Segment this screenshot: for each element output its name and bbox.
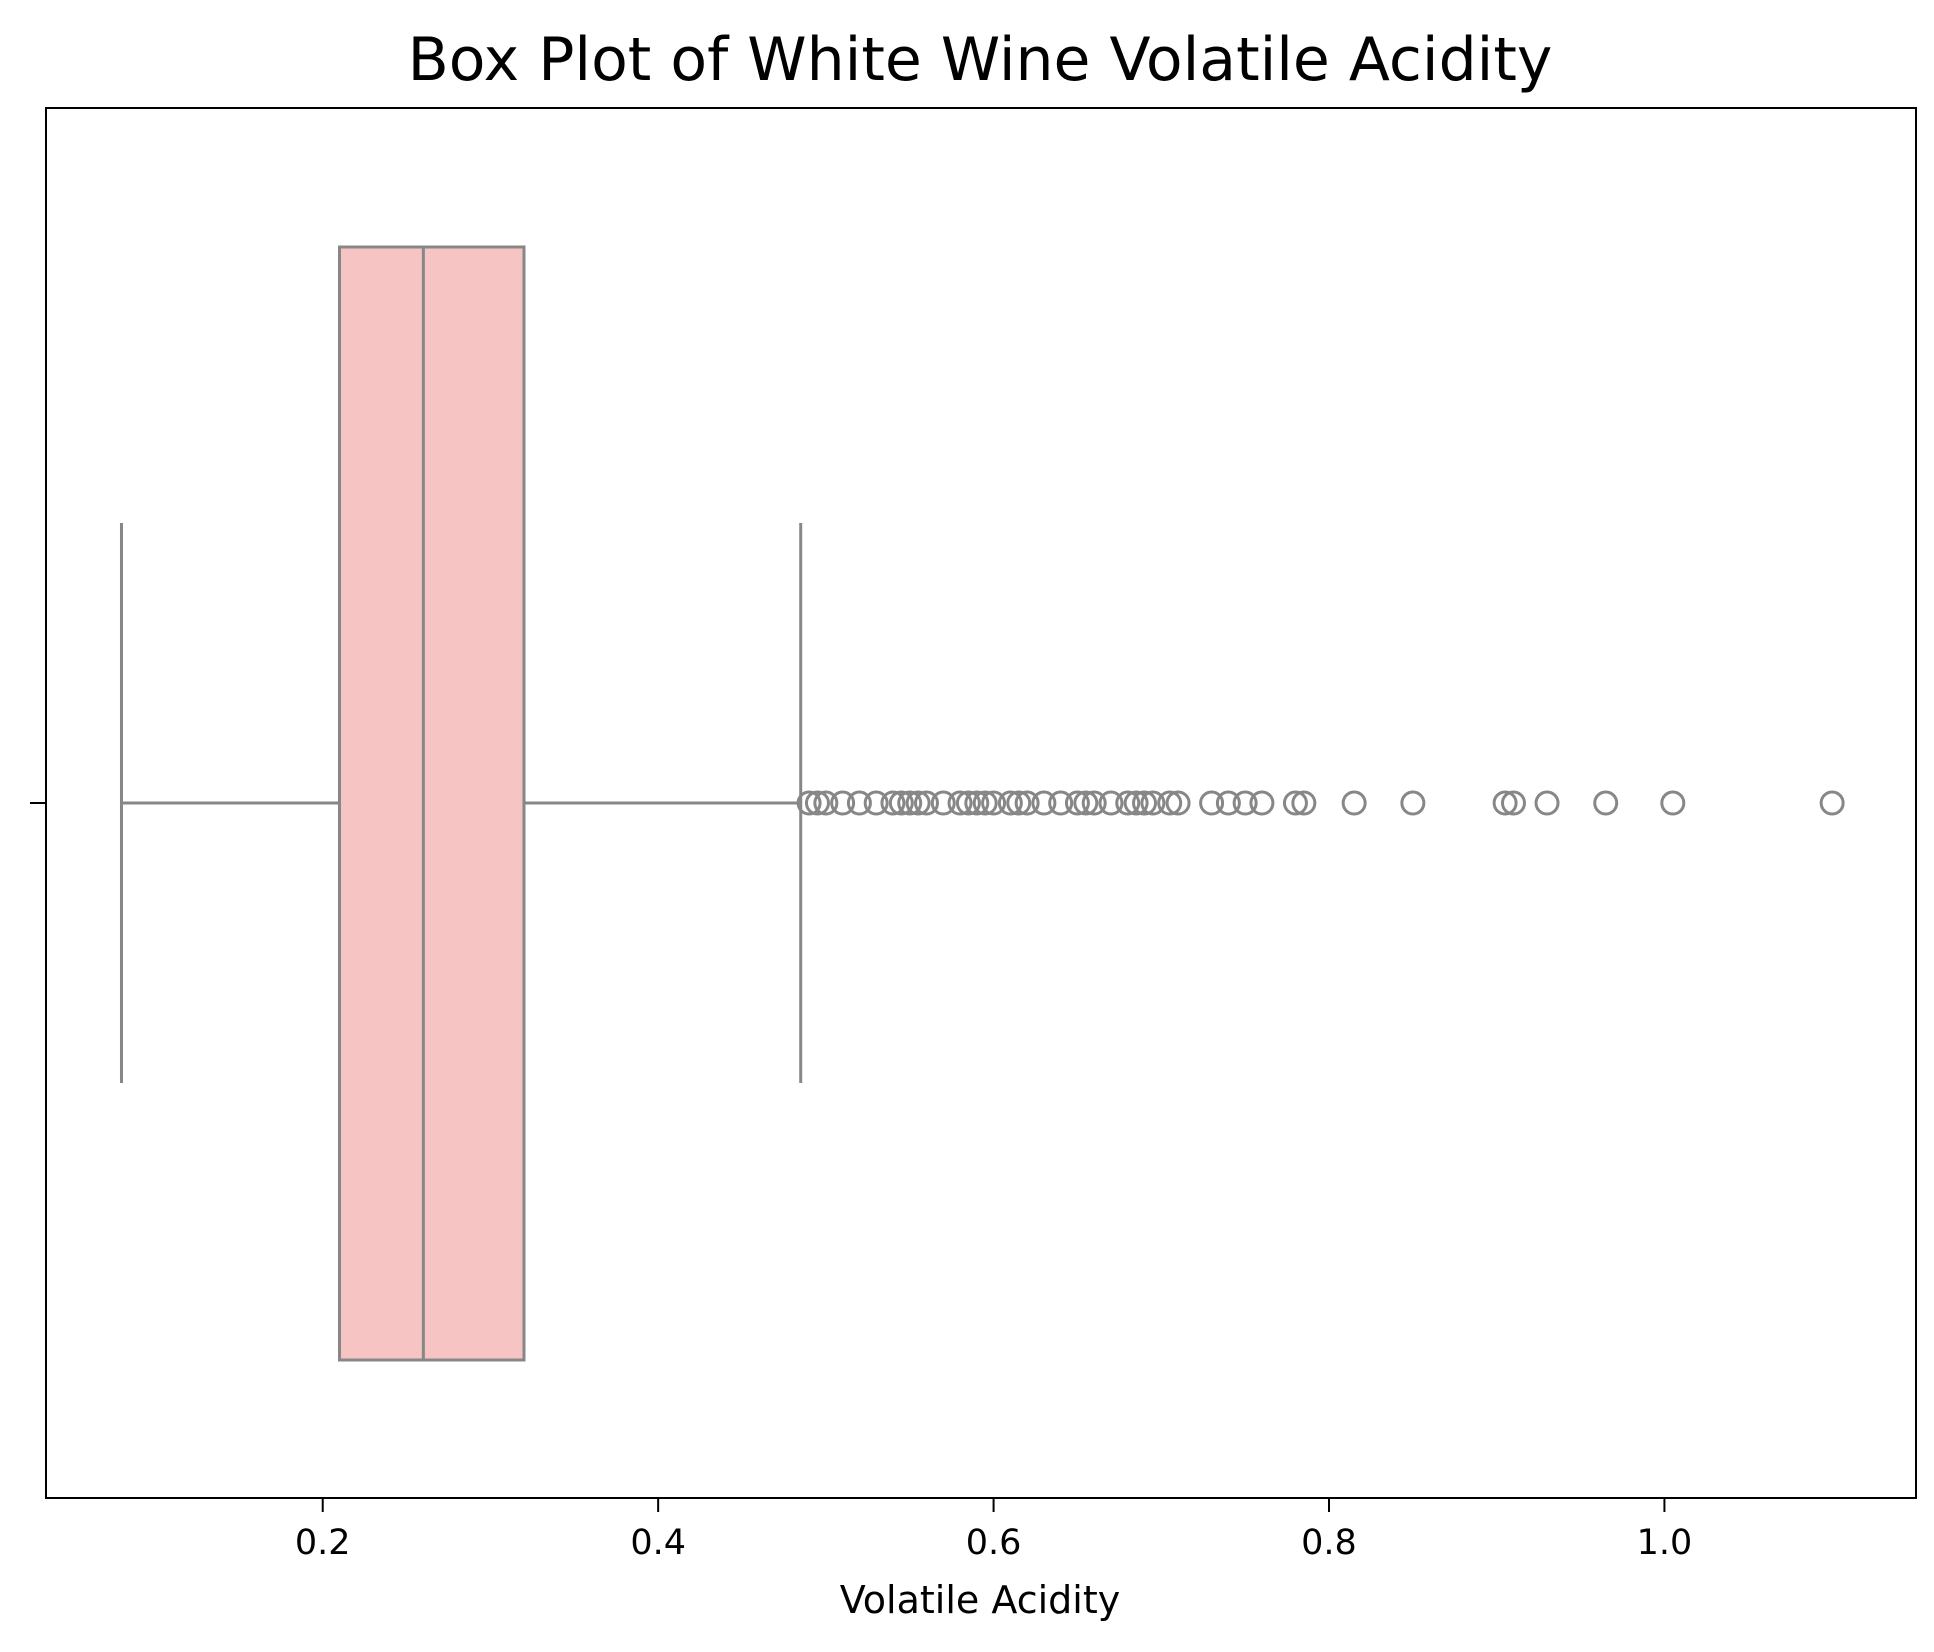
outlier-point: [972, 790, 998, 816]
outlier-point: [930, 790, 956, 816]
outlier-point: [1048, 790, 1074, 816]
outlier-point: [1014, 790, 1040, 816]
outlier-point: [1534, 790, 1560, 816]
iqr-box: [337, 245, 526, 1362]
outlier-point: [1098, 790, 1124, 816]
outlier-point: [1282, 790, 1308, 816]
plot-marks: [119, 245, 1845, 1362]
outlier-point: [1400, 790, 1426, 816]
outlier-point: [1031, 790, 1057, 816]
outlier-point: [1073, 790, 1099, 816]
outlier-point: [1115, 790, 1141, 816]
outlier-point: [1165, 790, 1191, 816]
outlier-point: [1232, 790, 1258, 816]
x-tick-label: 0.4: [630, 1523, 686, 1563]
outlier-point: [1341, 790, 1367, 816]
outlier-point: [804, 790, 830, 816]
outlier-point: [1140, 790, 1166, 816]
outlier-point: [1819, 790, 1845, 816]
outlier-point: [1123, 790, 1149, 816]
outlier-point: [905, 790, 931, 816]
outlier-point: [863, 790, 889, 816]
outlier-point: [997, 790, 1023, 816]
outlier-point: [1249, 790, 1275, 816]
x-tick-label: 0.2: [295, 1523, 351, 1563]
outlier-point: [913, 790, 939, 816]
outlier-point: [1081, 790, 1107, 816]
outlier-point: [1006, 790, 1032, 816]
outlier-point: [947, 790, 973, 816]
outlier-point: [888, 790, 914, 816]
outlier-point: [1593, 790, 1619, 816]
x-tick-label: 1.0: [1637, 1523, 1693, 1563]
outlier-point: [1132, 790, 1158, 816]
outlier-point: [1215, 790, 1241, 816]
x-axis-label: Volatile Acidity: [840, 1578, 1120, 1622]
outlier-point: [1660, 790, 1686, 816]
x-tick-label: 0.6: [966, 1523, 1022, 1563]
outlier-point: [1157, 790, 1183, 816]
outlier-point: [1500, 790, 1526, 816]
outlier-point: [955, 790, 981, 816]
chart-title: Box Plot of White Wine Volatile Acidity: [408, 25, 1553, 95]
outlier-point: [1064, 790, 1090, 816]
outlier-point: [880, 790, 906, 816]
outlier-point: [830, 790, 856, 816]
outlier-point: [813, 790, 839, 816]
outlier-point: [981, 790, 1007, 816]
outlier-point: [1291, 790, 1317, 816]
outlier-point: [1199, 790, 1225, 816]
outlier-point: [846, 790, 872, 816]
outlier-point: [964, 790, 990, 816]
x-tick-label: 0.8: [1301, 1523, 1357, 1563]
outlier-point: [1492, 790, 1518, 816]
outlier-point: [897, 790, 923, 816]
x-axis: 0.2 0.4 0.6 0.8 1.0: [295, 1498, 1692, 1563]
outlier-point: [796, 790, 822, 816]
